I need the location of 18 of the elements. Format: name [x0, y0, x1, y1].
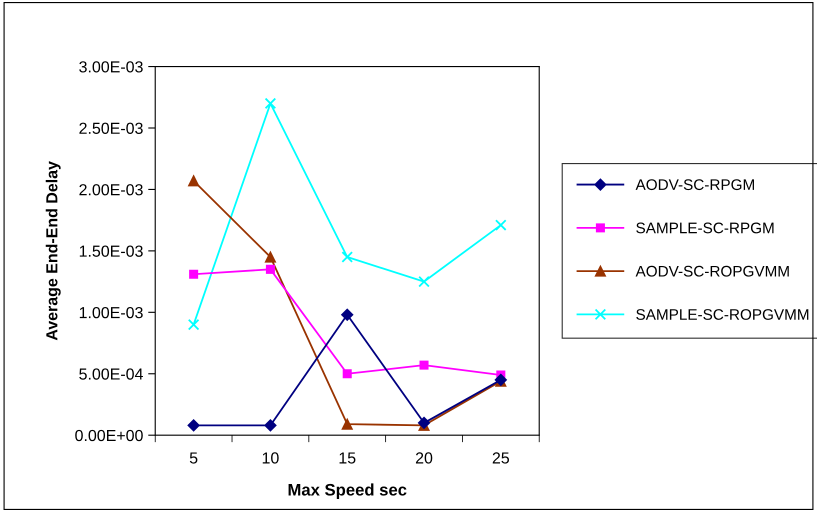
legend-label: AODV-SC-ROPGVMM	[636, 266, 789, 277]
y-tick-label: 2.50E-03	[79, 122, 143, 134]
legend-label: AODV-SC-RPGM	[636, 179, 754, 190]
x-tick-label: 20	[416, 452, 432, 464]
y-tick-label: 2.00E-03	[79, 184, 143, 196]
x-tick-label: 15	[340, 452, 356, 464]
y-axis-title: Average End-End Delay	[46, 161, 61, 340]
y-tick-label: 3.00E-03	[79, 61, 143, 73]
y-tick-label: 5.00E-04	[79, 368, 143, 380]
x-tick-label: 5	[190, 452, 198, 464]
y-tick-label: 1.00E-03	[80, 306, 143, 318]
legend-label: SAMPLE-SC-ROPGVMM	[636, 309, 808, 320]
legend-label: SAMPLE-SC-RPGM	[636, 222, 774, 234]
x-tick-label: 10	[262, 452, 279, 464]
x-axis-title: Max Speed sec	[288, 483, 406, 499]
y-tick-label: 1.50E-03	[80, 246, 143, 257]
y-tick-label: 0.00E+00	[75, 430, 143, 442]
x-tick-label: 25	[492, 452, 510, 464]
